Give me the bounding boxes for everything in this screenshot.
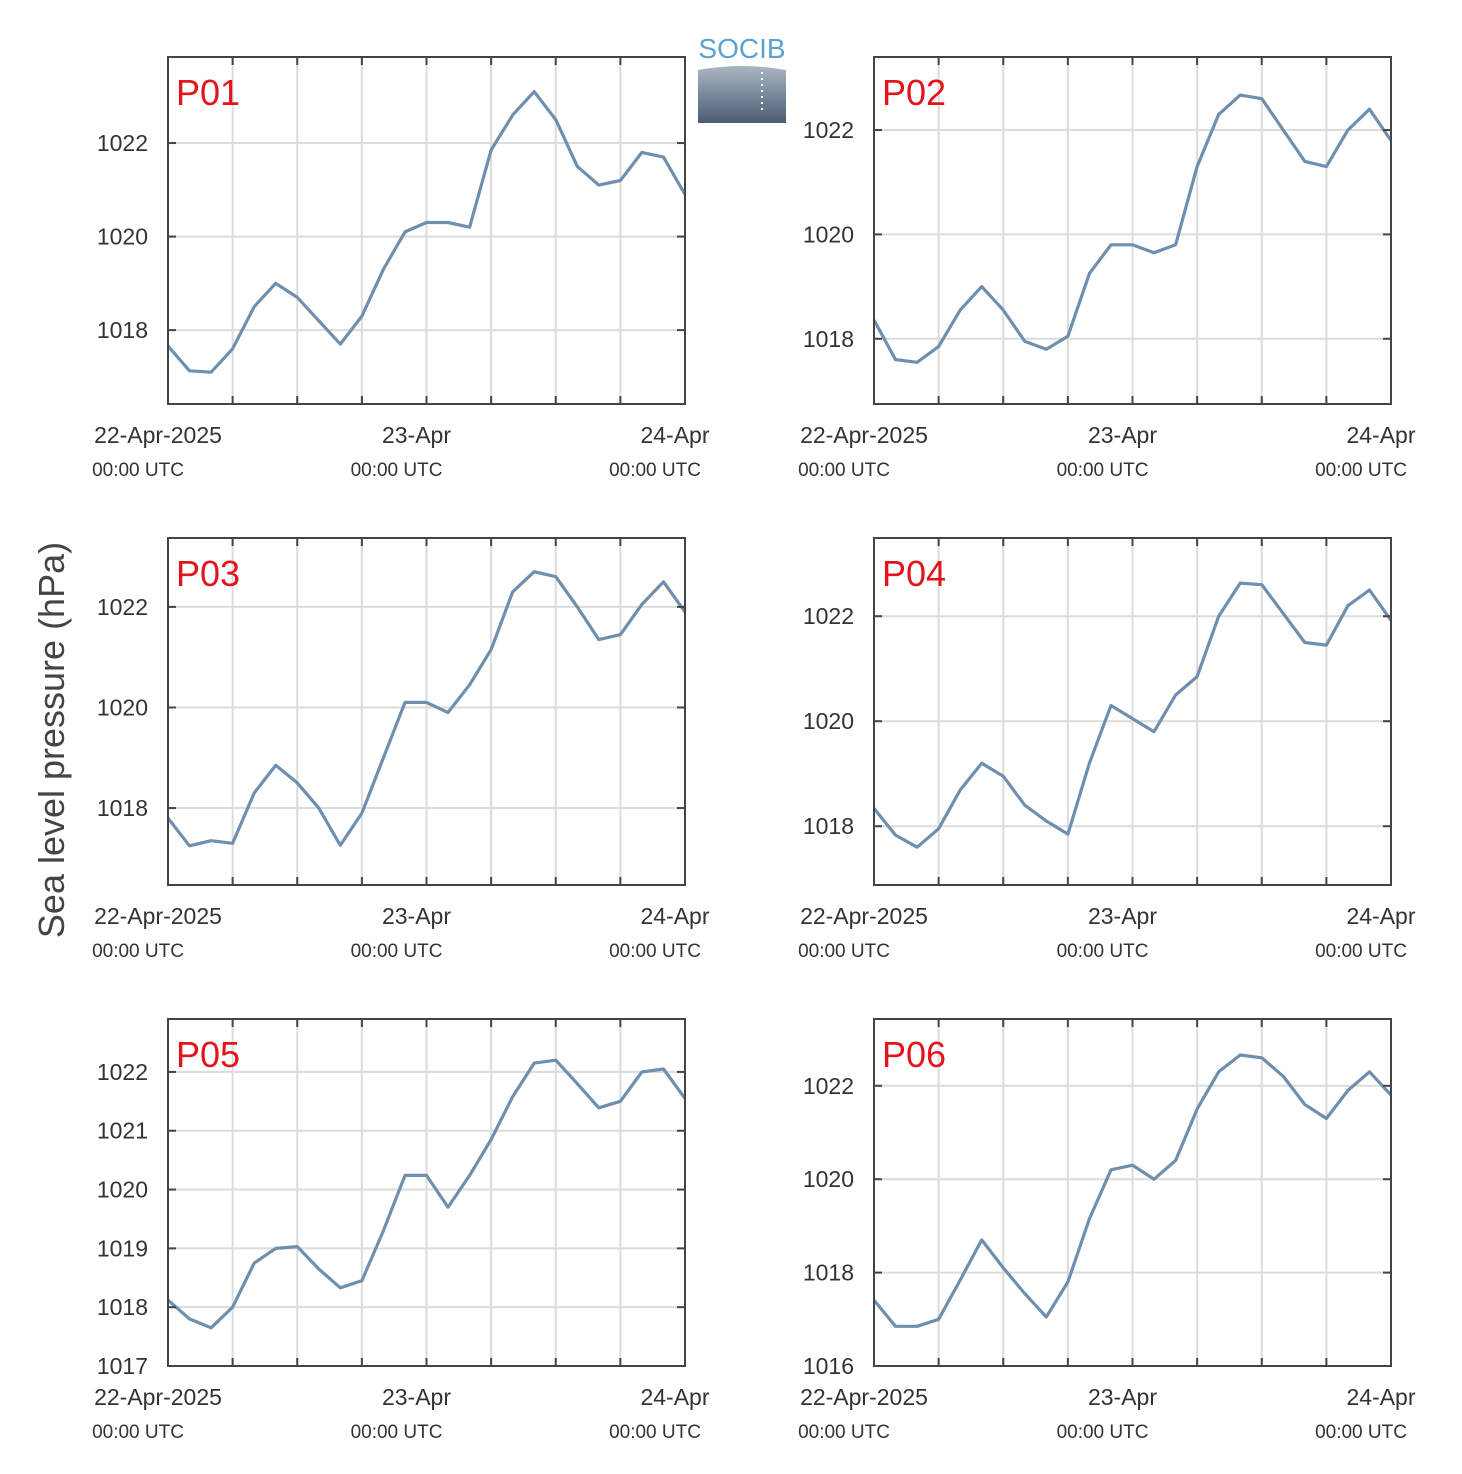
panel: 1016 1018 1020 1022 22-Apr-2025 00:00 UTC 23-A… <box>798 1018 1416 1443</box>
x-tick-label: 23-Apr <box>382 903 451 929</box>
panel-title: P06 <box>882 1034 946 1075</box>
x-tick-label: 22-Apr-2025 <box>94 422 222 448</box>
x-tick-sublabel: 00:00 UTC <box>92 941 184 962</box>
y-tick-label: 1017 <box>97 1353 148 1379</box>
x-tick-sublabel: 00:00 UTC <box>609 941 701 962</box>
x-tick-sublabel: 00:00 UTC <box>798 460 890 481</box>
data-line <box>166 570 687 848</box>
y-tick-label: 1018 <box>97 795 148 821</box>
y-tick-label: 1018 <box>803 813 854 839</box>
x-tick-label: 24-Apr <box>1346 1384 1415 1410</box>
y-tick-label: 1018 <box>803 326 854 352</box>
data-line <box>872 93 1393 364</box>
panel-title: P01 <box>176 72 240 113</box>
x-tick-label: 24-Apr <box>640 903 709 929</box>
x-tick-label: 24-Apr <box>640 1384 709 1410</box>
x-tick-sublabel: 00:00 UTC <box>609 460 701 481</box>
y-tick-label: 1016 <box>803 1353 854 1379</box>
x-tick-label: 23-Apr <box>1088 422 1157 448</box>
panel: 1018 1020 1022 22-Apr-2025 00:00 UTC 23-Apr 00… <box>798 56 1416 481</box>
x-tick-label: 22-Apr-2025 <box>94 903 222 929</box>
y-tick-label: 1018 <box>803 1260 854 1286</box>
x-tick-sublabel: 00:00 UTC <box>92 1422 184 1443</box>
y-tick-label: 1021 <box>97 1118 148 1144</box>
logo-text: SOCIB <box>698 33 785 64</box>
x-tick-label: 22-Apr-2025 <box>94 1384 222 1410</box>
panel-title: P02 <box>882 72 946 113</box>
x-tick-sublabel: 00:00 UTC <box>1315 941 1407 962</box>
x-tick-label: 23-Apr <box>1088 903 1157 929</box>
panel-title: P05 <box>176 1034 240 1075</box>
x-tick-label: 22-Apr-2025 <box>800 422 928 448</box>
panel: 1017 1018 1019 1020 1021 1022 22-Apr-2025 00:00… <box>92 1018 710 1443</box>
x-tick-sublabel: 00:00 UTC <box>798 941 890 962</box>
x-tick-sublabel: 00:00 UTC <box>351 941 443 962</box>
x-tick-label: 24-Apr <box>640 422 709 448</box>
panel: 1018 1020 1022 22-Apr-2025 00:00 UTC 23-Apr 00… <box>798 537 1416 962</box>
x-tick-label: 23-Apr <box>382 422 451 448</box>
y-tick-label: 1018 <box>97 1294 148 1320</box>
x-tick-sublabel: 00:00 UTC <box>798 1422 890 1443</box>
logo: SOCIB <box>698 33 786 123</box>
y-tick-label: 1022 <box>803 117 854 143</box>
y-tick-label: 1020 <box>97 1177 148 1203</box>
x-tick-label: 23-Apr <box>1088 1384 1157 1410</box>
data-line <box>166 1058 687 1330</box>
y-tick-label: 1019 <box>97 1235 148 1261</box>
panel-title: P04 <box>882 553 946 594</box>
x-tick-sublabel: 00:00 UTC <box>1315 460 1407 481</box>
x-tick-sublabel: 00:00 UTC <box>1057 941 1149 962</box>
y-tick-label: 1020 <box>803 1166 854 1192</box>
y-tick-label: 1022 <box>803 603 854 629</box>
data-line <box>166 90 687 374</box>
data-line <box>872 1053 1393 1328</box>
y-tick-label: 1022 <box>97 1059 148 1085</box>
x-tick-label: 23-Apr <box>382 1384 451 1410</box>
logo-shape <box>698 66 786 123</box>
y-tick-label: 1018 <box>97 317 148 343</box>
panel: 1018 1020 1022 22-Apr-2025 00:00 UTC 23-Apr 00… <box>92 56 710 481</box>
y-tick-label: 1020 <box>97 694 148 720</box>
x-tick-sublabel: 00:00 UTC <box>351 460 443 481</box>
x-tick-sublabel: 00:00 UTC <box>609 1422 701 1443</box>
x-tick-label: 24-Apr <box>1346 903 1415 929</box>
panel-title: P03 <box>176 553 240 594</box>
x-tick-sublabel: 00:00 UTC <box>1057 460 1149 481</box>
x-tick-label: 24-Apr <box>1346 422 1415 448</box>
y-tick-label: 1022 <box>97 130 148 156</box>
x-tick-label: 22-Apr-2025 <box>800 903 928 929</box>
y-axis-label: Sea level pressure (hPa) <box>31 542 72 938</box>
y-tick-label: 1020 <box>803 708 854 734</box>
y-tick-label: 1022 <box>97 594 148 620</box>
x-tick-sublabel: 00:00 UTC <box>92 460 184 481</box>
data-line <box>872 581 1393 849</box>
x-tick-sublabel: 00:00 UTC <box>351 1422 443 1443</box>
panel: 1018 1020 1022 22-Apr-2025 00:00 UTC 23-Apr 00… <box>92 537 710 962</box>
y-tick-label: 1020 <box>97 224 148 250</box>
y-tick-label: 1020 <box>803 221 854 247</box>
x-tick-sublabel: 00:00 UTC <box>1057 1422 1149 1443</box>
x-tick-label: 22-Apr-2025 <box>800 1384 928 1410</box>
y-tick-label: 1022 <box>803 1073 854 1099</box>
x-tick-sublabel: 00:00 UTC <box>1315 1422 1407 1443</box>
